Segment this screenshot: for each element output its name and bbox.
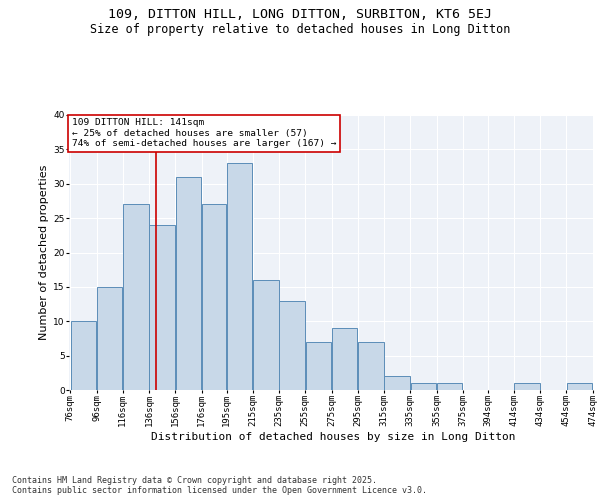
Bar [358,342,383,390]
Bar [253,280,278,390]
Bar [437,383,463,390]
Text: 109, DITTON HILL, LONG DITTON, SURBITON, KT6 5EJ: 109, DITTON HILL, LONG DITTON, SURBITON,… [108,8,492,20]
Bar [123,204,149,390]
Bar [97,287,122,390]
Text: Size of property relative to detached houses in Long Ditton: Size of property relative to detached ho… [90,22,510,36]
Bar [280,300,305,390]
Bar [227,163,253,390]
Bar [332,328,358,390]
Text: Distribution of detached houses by size in Long Ditton: Distribution of detached houses by size … [151,432,515,442]
Bar [202,204,226,390]
Text: Contains HM Land Registry data © Crown copyright and database right 2025.
Contai: Contains HM Land Registry data © Crown c… [12,476,427,495]
Bar [71,322,96,390]
Bar [385,376,410,390]
Bar [149,225,175,390]
Bar [305,342,331,390]
Bar [514,383,540,390]
Bar [567,383,592,390]
Bar [176,177,201,390]
Bar [410,383,436,390]
Y-axis label: Number of detached properties: Number of detached properties [39,165,49,340]
Text: 109 DITTON HILL: 141sqm
← 25% of detached houses are smaller (57)
74% of semi-de: 109 DITTON HILL: 141sqm ← 25% of detache… [71,118,336,148]
